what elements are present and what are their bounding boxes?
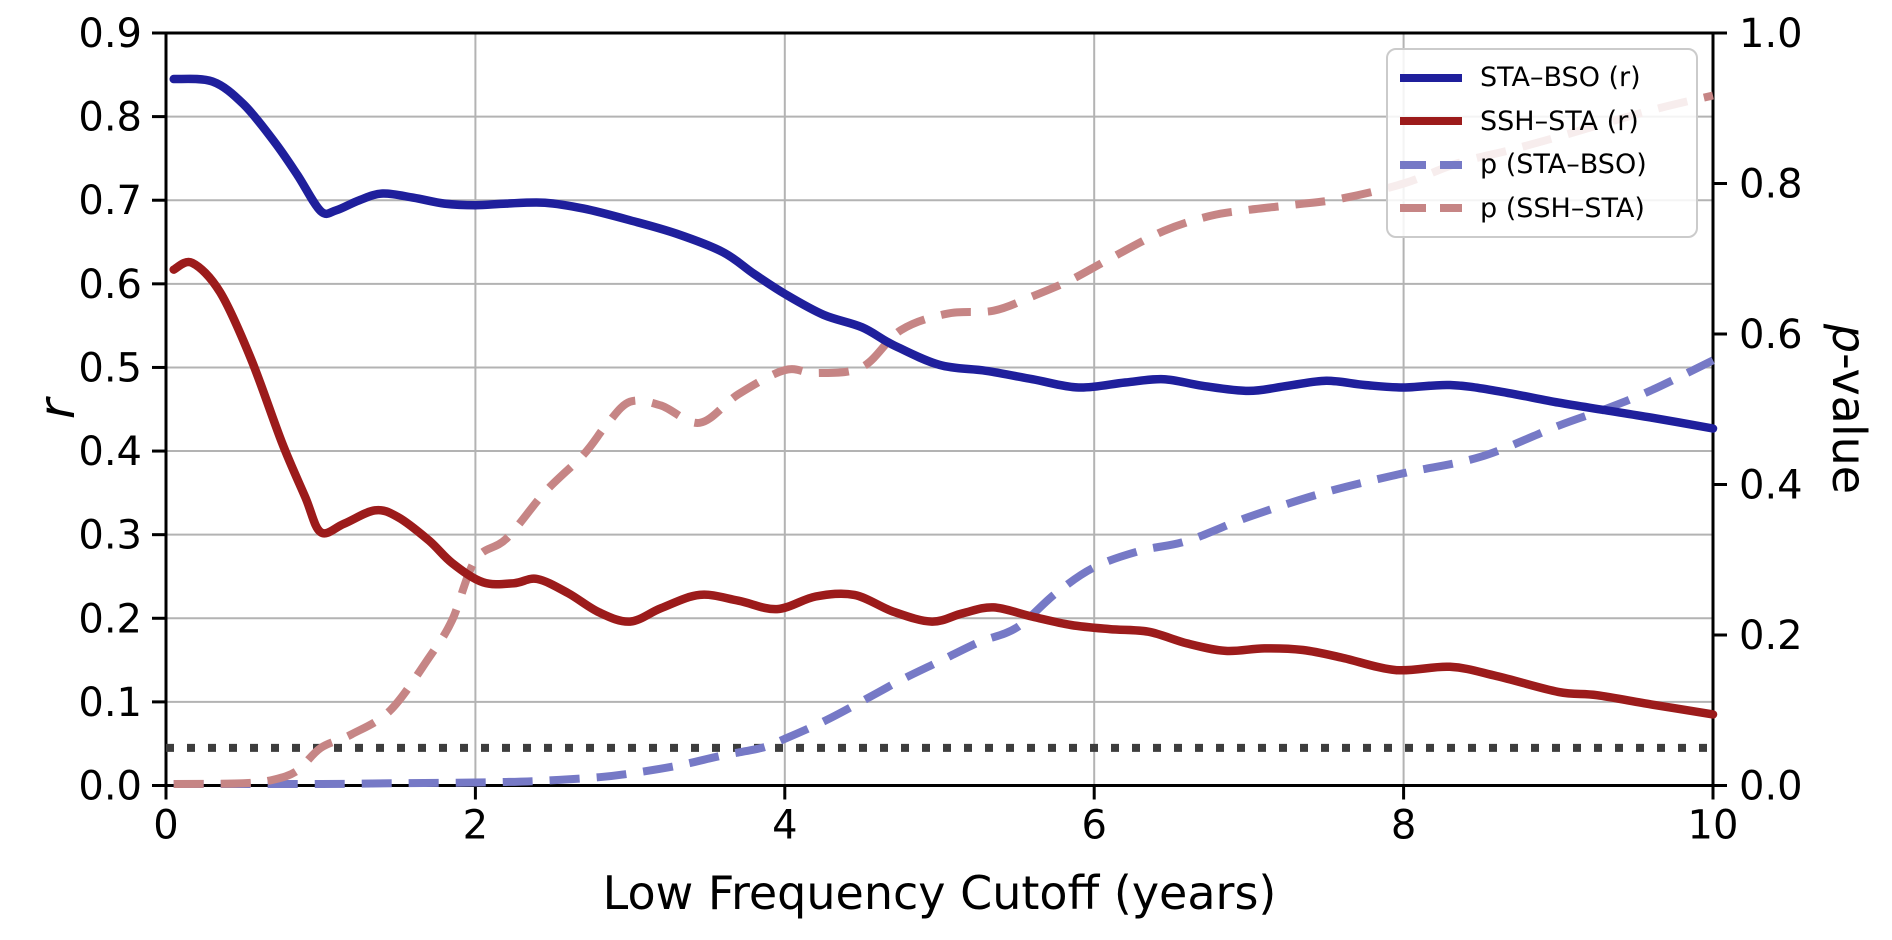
y-right-tick-label: 0.4 bbox=[1739, 463, 1803, 509]
legend-line-sample-solid-red bbox=[1400, 117, 1462, 126]
y-left-tick-label: 0.0 bbox=[78, 764, 142, 810]
curve-sta-bso-r bbox=[169, 74, 1718, 433]
x-tick-label: 6 bbox=[1081, 803, 1106, 849]
x-tick-label: 0 bbox=[153, 803, 178, 849]
legend-item-sta-bso-r: STA–BSO (r) bbox=[1400, 64, 1684, 91]
y-right-tick-label: 1.0 bbox=[1739, 11, 1803, 57]
legend-item-ssh-sta-r: SSH–STA (r) bbox=[1400, 108, 1684, 135]
legend-line-sample-dashed-rose bbox=[1400, 204, 1462, 213]
y-left-tick-label: 0.6 bbox=[78, 262, 142, 308]
legend-item-p-sta-bso: p (STA–BSO) bbox=[1400, 151, 1684, 178]
y-left-tick-label: 0.8 bbox=[78, 95, 142, 141]
y-left-tick-label: 0.3 bbox=[78, 513, 142, 559]
y-axis-label-right-value: -value bbox=[1822, 353, 1876, 495]
x-tick-label: 8 bbox=[1391, 803, 1416, 849]
legend-label: p (STA–BSO) bbox=[1480, 149, 1647, 181]
legend-line-sample-solid-blue bbox=[1400, 73, 1462, 82]
legend-label: STA–BSO (r) bbox=[1480, 62, 1641, 94]
y-left-tick-label: 0.1 bbox=[78, 680, 142, 726]
x-tick-label: 4 bbox=[772, 803, 797, 849]
plot-border bbox=[164, 31, 1715, 787]
y-right-tick-label: 0.2 bbox=[1739, 613, 1803, 659]
legend-item-p-ssh-sta: p (SSH–STA) bbox=[1400, 195, 1684, 222]
curve-ssh-sta-r bbox=[169, 257, 1718, 719]
y-left-tick-label: 0.5 bbox=[78, 345, 142, 391]
y-right-tick-label: 0.6 bbox=[1739, 312, 1803, 358]
y-axis-label-right-p: p bbox=[1822, 323, 1876, 354]
y-right-tick-label: 0.0 bbox=[1739, 764, 1803, 810]
y-axis-label-left: r bbox=[28, 398, 86, 420]
legend-label: p (SSH–STA) bbox=[1480, 192, 1645, 224]
x-tick-label: 2 bbox=[463, 803, 488, 849]
y-right-tick-label: 0.8 bbox=[1739, 162, 1803, 208]
y-left-tick-label: 0.2 bbox=[78, 596, 142, 642]
x-tick-label: 10 bbox=[1688, 803, 1739, 849]
legend-label: SSH–STA (r) bbox=[1480, 105, 1639, 137]
y-left-tick-label: 0.4 bbox=[78, 429, 142, 475]
y-left-tick-label: 0.7 bbox=[78, 178, 142, 224]
y-left-tick-label: 0.9 bbox=[78, 11, 142, 57]
y-axis-label-right: p-value bbox=[1822, 324, 1876, 494]
curve-p-sta-bso bbox=[173, 356, 1715, 789]
curve-p-ssh-sta bbox=[173, 91, 1714, 788]
legend-line-sample-dashed-blue bbox=[1400, 160, 1462, 169]
x-axis-label: Low Frequency Cutoff (years) bbox=[602, 866, 1277, 920]
legend: STA–BSO (r) SSH–STA (r) p (STA–BSO) p (S… bbox=[1386, 48, 1698, 238]
